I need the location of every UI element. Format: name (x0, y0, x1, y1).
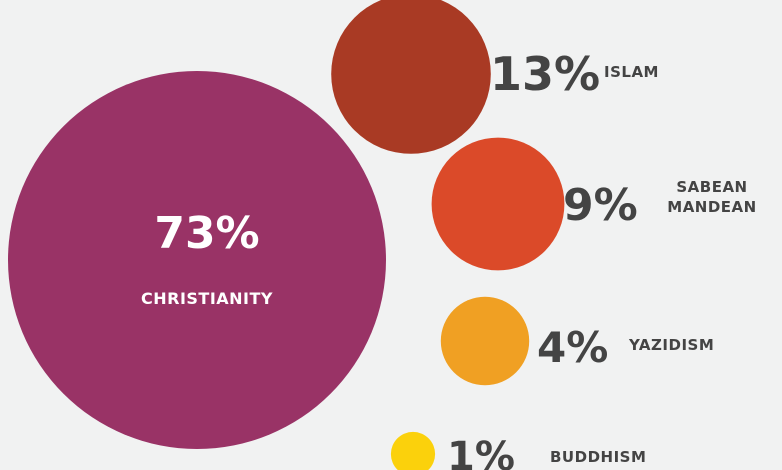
value-label-buddhism: 1% (447, 434, 515, 470)
category-label-islam: ISLAM (604, 63, 659, 81)
value-label-christianity: 73% (154, 208, 259, 259)
category-label-buddhism: BUDDHISM (550, 448, 646, 466)
bubble-christianity (8, 71, 386, 449)
value-label-yazidism: 4% (537, 323, 608, 372)
bubble-buddhism (390, 431, 436, 470)
category-label-sabean-mandean: SABEAN MANDEAN (667, 178, 756, 216)
category-label-christianity: CHRISTIANITY (141, 289, 273, 308)
category-label-yazidism: YAZIDISM (628, 336, 714, 354)
bubble-yazidism (440, 296, 530, 386)
value-label-sabean-mandean: 9% (563, 180, 638, 231)
value-label-islam: 13% (490, 47, 600, 101)
bubble-sabean-mandean (431, 137, 565, 271)
bubble-islam (331, 0, 491, 154)
